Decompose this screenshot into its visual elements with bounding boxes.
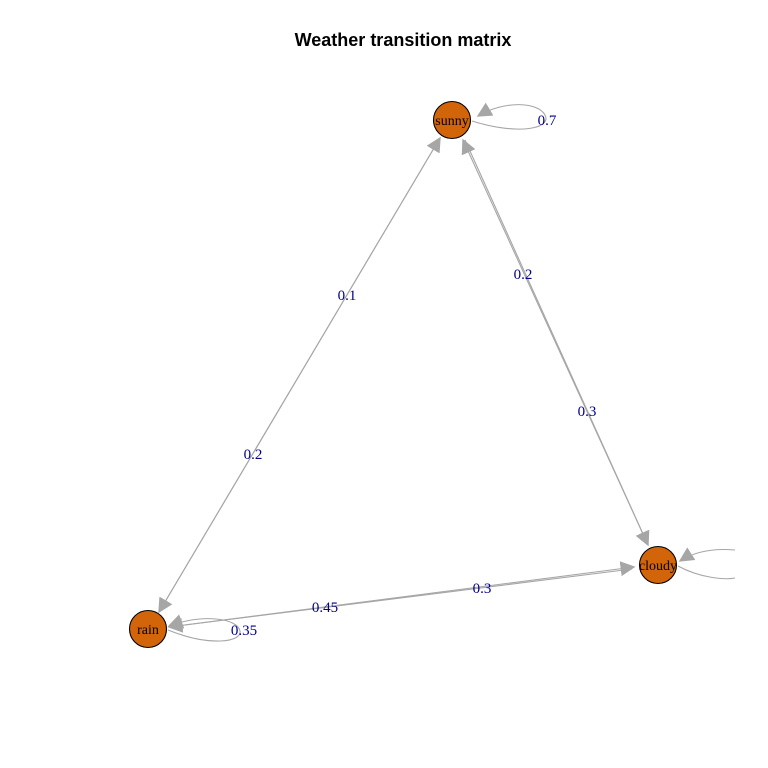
edge-sunny-to-sunny [471, 102, 547, 130]
edge-label-cloudy-to-sunny: 0.2 [514, 267, 533, 283]
edge-label-cloudy-to-rain: 0.45 [312, 600, 338, 616]
edge-cloudy-to-sunny [461, 138, 649, 546]
node-cloudy: cloudy [638, 545, 678, 585]
node-label-rain: rain [137, 623, 159, 638]
node-rain: rain [128, 609, 168, 649]
edge-cloudy-to-cloudy [678, 549, 736, 580]
node-label-sunny: sunny [435, 114, 468, 129]
diagram-title: Weather transition matrix [295, 30, 512, 50]
edge-label-sunny-to-rain: 0.2 [244, 447, 263, 463]
edge-label-sunny-to-sunny: 0.7 [538, 113, 557, 129]
edge-label-sunny-to-cloudy: 0.3 [578, 404, 597, 420]
nodes-layer: sunny cloudy rain [128, 100, 678, 649]
edge-label-rain-to-cloudy: 0.3 [473, 581, 492, 597]
node-circle-rain [128, 609, 168, 649]
edge-rain-to-cloudy [168, 561, 636, 628]
edges-layer [158, 102, 736, 642]
node-circle-cloudy [638, 545, 678, 585]
edge-label-rain-to-rain: 0.35 [231, 623, 257, 639]
edge-labels-layer: 0.7 0.3 0.2 0.2 0.1 0.45 0.3 0.35 [231, 113, 597, 639]
edge-rain-to-sunny [158, 136, 441, 613]
node-label-cloudy: cloudy [639, 559, 677, 574]
node-circle-sunny [432, 100, 472, 140]
edge-rain-to-rain [167, 614, 241, 642]
node-sunny: sunny [432, 100, 472, 140]
edge-label-rain-to-sunny: 0.1 [338, 288, 357, 304]
